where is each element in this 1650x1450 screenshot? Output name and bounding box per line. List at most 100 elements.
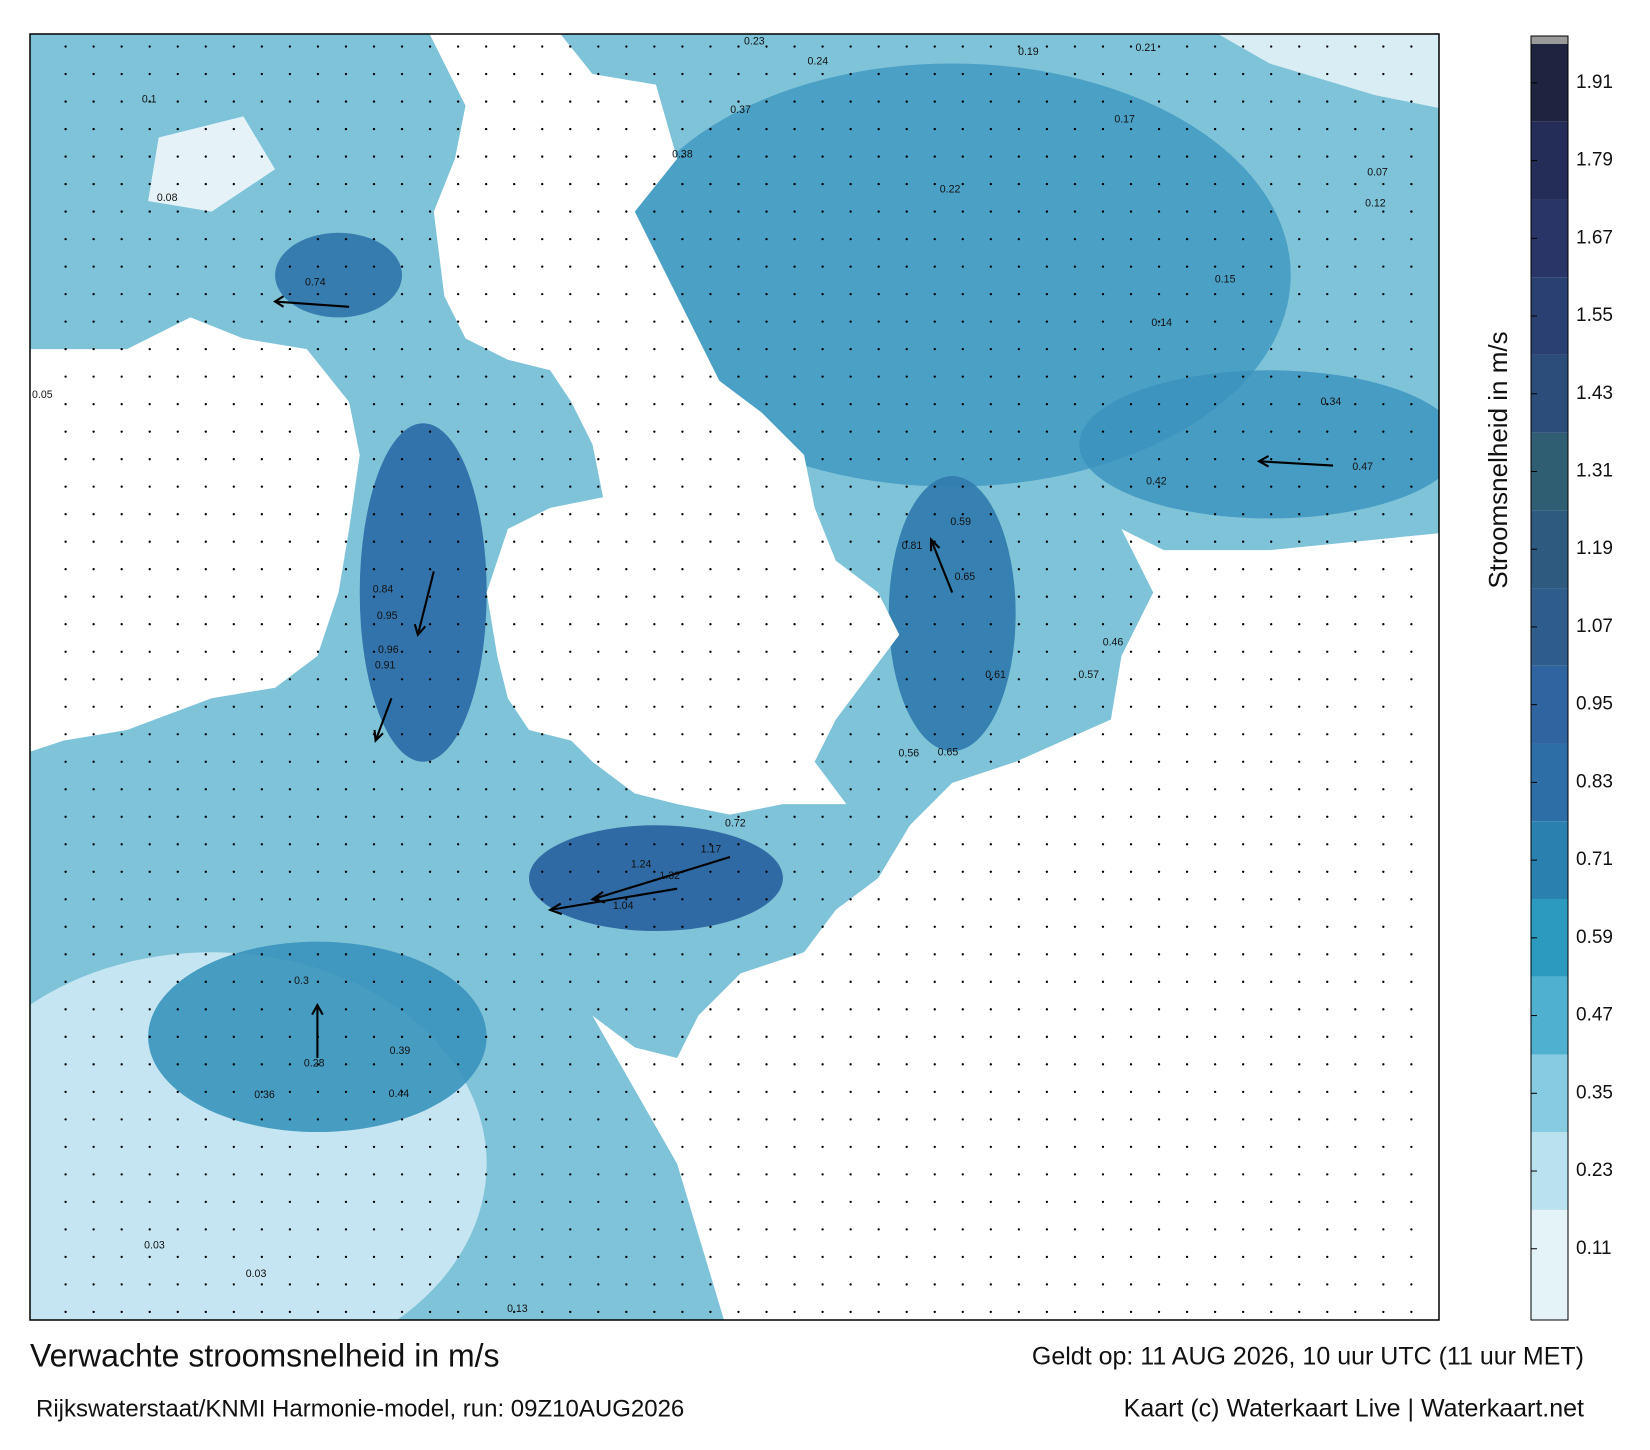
grid-dot — [1157, 980, 1161, 983]
grid-dot — [288, 1200, 292, 1204]
grid-dot — [1101, 843, 1105, 846]
grid-dot — [288, 843, 292, 846]
grid-dot — [625, 623, 628, 626]
grid-dot — [1298, 1173, 1301, 1176]
grid-dot — [148, 1228, 151, 1231]
grid-dot — [232, 760, 235, 763]
grid-dot — [961, 953, 964, 956]
grid-dot — [484, 127, 488, 131]
grid-dot — [372, 815, 376, 818]
grid-dot — [1129, 870, 1133, 873]
grid-dot — [1129, 513, 1133, 516]
grid-dot — [989, 760, 992, 763]
grid-dot — [1213, 925, 1217, 928]
grid-dot — [1017, 72, 1021, 76]
grid-dot — [400, 485, 404, 488]
grid-dot — [456, 292, 460, 296]
grid-dot — [877, 1145, 880, 1149]
grid-dot — [737, 650, 740, 653]
grid-dot — [92, 1228, 95, 1231]
grid-dot — [1298, 1310, 1301, 1314]
grid-dot — [1354, 45, 1357, 48]
grid-dot — [681, 1310, 684, 1314]
grid-dot — [120, 623, 123, 626]
grid-dot — [709, 815, 712, 818]
grid-dot — [737, 1118, 740, 1121]
grid-dot — [1298, 513, 1301, 516]
colorbar-band — [1531, 1054, 1568, 1133]
grid-dot — [793, 980, 796, 983]
grid-dot — [1241, 1310, 1245, 1314]
grid-dot — [120, 595, 123, 598]
grid-dot — [1382, 705, 1385, 708]
grid-dot — [877, 430, 880, 433]
grid-dot — [1410, 320, 1413, 323]
grid-dot — [372, 402, 376, 406]
grid-dot — [569, 815, 572, 818]
grid-dot — [1326, 182, 1329, 186]
grid-dot — [1185, 292, 1189, 296]
grid-dot — [232, 182, 235, 186]
grid-dot — [597, 182, 600, 186]
grid-dot — [681, 347, 684, 351]
grid-dot — [765, 347, 768, 351]
grid-dot — [905, 1200, 908, 1204]
grid-dot — [372, 375, 376, 378]
grid-dot — [933, 1035, 936, 1039]
grid-dot — [541, 1118, 544, 1121]
colorbar-cap — [1531, 36, 1568, 44]
grid-dot — [1298, 182, 1301, 186]
grid-dot — [1129, 72, 1133, 76]
grid-dot — [737, 925, 740, 928]
grid-dot — [989, 953, 992, 956]
grid-dot — [484, 485, 488, 488]
grid-dot — [1354, 870, 1357, 873]
grid-dot — [92, 182, 95, 186]
grid-dot — [961, 100, 964, 103]
grid-dot — [1410, 237, 1413, 241]
grid-dot — [737, 1008, 740, 1011]
grid-dot — [400, 210, 404, 213]
grid-dot — [933, 1008, 936, 1011]
grid-dot — [1241, 760, 1245, 763]
grid-dot — [92, 1255, 95, 1259]
grid-dot — [428, 540, 432, 543]
grid-dot — [316, 1090, 320, 1094]
speed-label: 0.3 — [294, 975, 309, 987]
grid-dot — [64, 210, 67, 213]
grid-dot — [1101, 1310, 1105, 1314]
grid-dot — [1213, 1145, 1217, 1149]
grid-dot — [905, 237, 908, 241]
grid-dot — [849, 925, 852, 928]
grid-dot — [456, 237, 460, 241]
grid-dot — [1354, 788, 1357, 791]
grid-dot — [961, 650, 964, 653]
grid-dot — [428, 953, 432, 956]
grid-dot — [625, 595, 628, 598]
grid-dot — [597, 678, 600, 681]
grid-dot — [176, 513, 179, 516]
grid-dot — [232, 650, 235, 653]
grid-dot — [597, 1200, 600, 1204]
grid-dot — [176, 45, 179, 48]
grid-dot — [288, 815, 292, 818]
grid-dot — [821, 1145, 824, 1149]
grid-dot — [232, 458, 235, 461]
grid-dot — [905, 1145, 908, 1149]
grid-dot — [1157, 815, 1161, 818]
grid-dot — [1326, 705, 1329, 708]
grid-dot — [961, 843, 964, 846]
grid-dot — [933, 72, 936, 76]
grid-dot — [989, 568, 992, 571]
grid-dot — [1354, 1283, 1357, 1286]
grid-dot — [681, 623, 684, 626]
grid-dot — [1298, 320, 1301, 323]
grid-dot — [737, 1283, 740, 1286]
speed-label: 0.36 — [254, 1089, 275, 1101]
grid-dot — [176, 815, 179, 818]
grid-dot — [989, 843, 992, 846]
grid-dot — [905, 815, 908, 818]
grid-dot — [120, 458, 123, 461]
grid-dot — [1073, 1228, 1077, 1231]
grid-dot — [737, 265, 740, 268]
